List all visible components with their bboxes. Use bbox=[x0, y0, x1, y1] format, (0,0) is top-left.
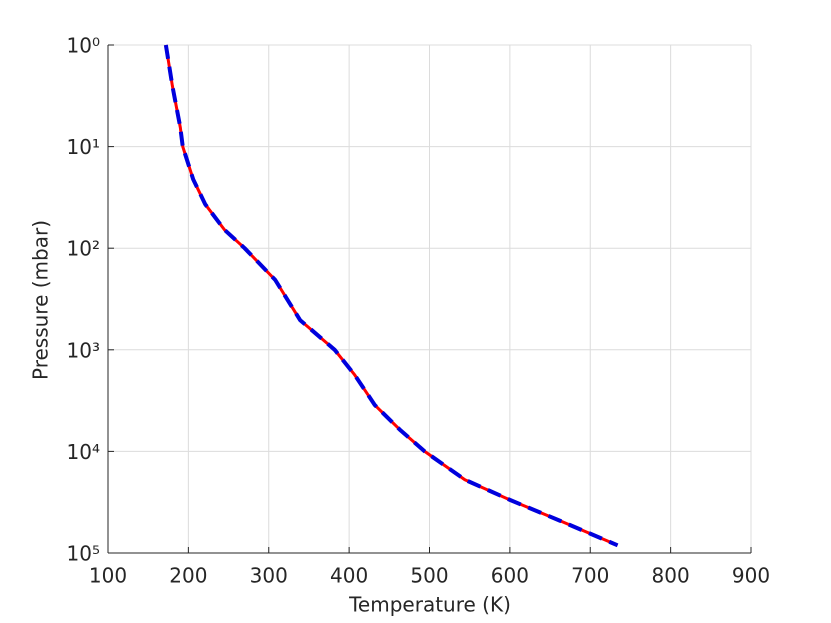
y-tick-label: 10¹ bbox=[67, 135, 100, 159]
x-tick-label: 800 bbox=[652, 564, 690, 588]
x-axis-label: Temperature (K) bbox=[348, 593, 511, 617]
x-tick-label: 100 bbox=[89, 564, 127, 588]
y-tick-label: 10⁴ bbox=[67, 440, 100, 464]
x-tick-label: 900 bbox=[732, 564, 770, 588]
y-tick-label: 10⁵ bbox=[67, 542, 100, 566]
y-tick-label: 10² bbox=[67, 237, 100, 261]
x-tick-label: 500 bbox=[410, 564, 448, 588]
data-line bbox=[164, 44, 619, 547]
x-tick-label: 200 bbox=[169, 564, 207, 588]
x-tick-label: 700 bbox=[571, 564, 609, 588]
y-tick-label: 10³ bbox=[67, 338, 100, 362]
x-tick-label: 300 bbox=[250, 564, 288, 588]
x-tick-label: 400 bbox=[330, 564, 368, 588]
y-axis-label: Pressure (mbar) bbox=[29, 220, 53, 380]
y-tick-label: 10⁰ bbox=[67, 34, 100, 58]
data-line bbox=[163, 44, 619, 548]
x-tick-label: 600 bbox=[491, 564, 529, 588]
